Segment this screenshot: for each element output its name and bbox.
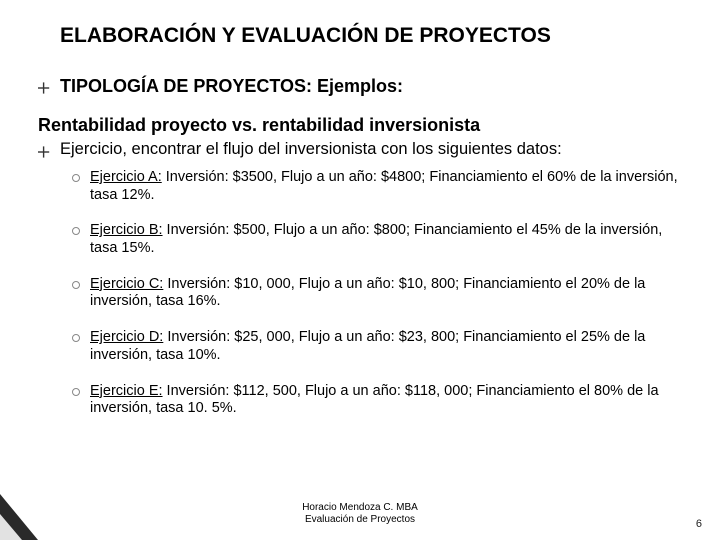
slide: ELABORACIÓN Y EVALUACIÓN DE PROYECTOS TI… (0, 0, 720, 540)
exercise-text: Ejercicio E: Inversión: $112, 500, Flujo… (90, 383, 684, 418)
exercise-rest: Inversión: $112, 500, Flujo a un año: $1… (90, 383, 659, 417)
section-heading: Rentabilidad proyecto vs. rentabilidad i… (38, 115, 684, 136)
exercise-text: Ejercicio D: Inversión: $25, 000, Flujo … (90, 329, 684, 364)
footer-author: Horacio Mendoza C. MBA (0, 502, 720, 514)
exercise-rest: Inversión: $10, 000, Flujo a un año: $10… (90, 276, 645, 310)
ring-icon (72, 227, 80, 235)
page-number: 6 (696, 518, 702, 530)
ring-icon (72, 174, 80, 182)
subtitle-text: TIPOLOGÍA DE PROYECTOS: Ejemplos: (60, 76, 403, 97)
page-title: ELABORACIÓN Y EVALUACIÓN DE PROYECTOS (60, 24, 684, 48)
list-item: Ejercicio A: Inversión: $3500, Flujo a u… (72, 169, 684, 204)
exercise-rest: Inversión: $500, Flujo a un año: $800; F… (90, 222, 662, 256)
exercise-lead: Ejercicio C: (90, 276, 163, 292)
footer: Horacio Mendoza C. MBA Evaluación de Pro… (0, 502, 720, 526)
exercise-text: Ejercicio A: Inversión: $3500, Flujo a u… (90, 169, 684, 204)
exercise-text: Ejercicio C: Inversión: $10, 000, Flujo … (90, 276, 684, 311)
bullet-icon (38, 81, 52, 95)
corner-light-triangle (0, 514, 22, 540)
bullet-icon (38, 145, 52, 159)
intro-text: Ejercicio, encontrar el flujo del invers… (60, 140, 562, 159)
intro-row: Ejercicio, encontrar el flujo del invers… (38, 140, 684, 159)
ring-icon (72, 334, 80, 342)
list-item: Ejercicio E: Inversión: $112, 500, Flujo… (72, 383, 684, 418)
exercise-text: Ejercicio B: Inversión: $500, Flujo a un… (90, 222, 684, 257)
ring-icon (72, 388, 80, 396)
footer-course: Evaluación de Proyectos (0, 514, 720, 526)
exercise-rest: Inversión: $25, 000, Flujo a un año: $23… (90, 329, 645, 363)
exercise-lead: Ejercicio A: (90, 169, 162, 185)
list-item: Ejercicio C: Inversión: $10, 000, Flujo … (72, 276, 684, 311)
list-item: Ejercicio D: Inversión: $25, 000, Flujo … (72, 329, 684, 364)
list-item: Ejercicio B: Inversión: $500, Flujo a un… (72, 222, 684, 257)
exercise-lead: Ejercicio D: (90, 329, 163, 345)
subtitle-row: TIPOLOGÍA DE PROYECTOS: Ejemplos: (38, 76, 684, 97)
ring-icon (72, 281, 80, 289)
corner-decoration (0, 492, 40, 540)
exercise-lead: Ejercicio B: (90, 222, 163, 238)
exercise-lead: Ejercicio E: (90, 383, 163, 399)
exercise-rest: Inversión: $3500, Flujo a un año: $4800;… (90, 169, 678, 203)
